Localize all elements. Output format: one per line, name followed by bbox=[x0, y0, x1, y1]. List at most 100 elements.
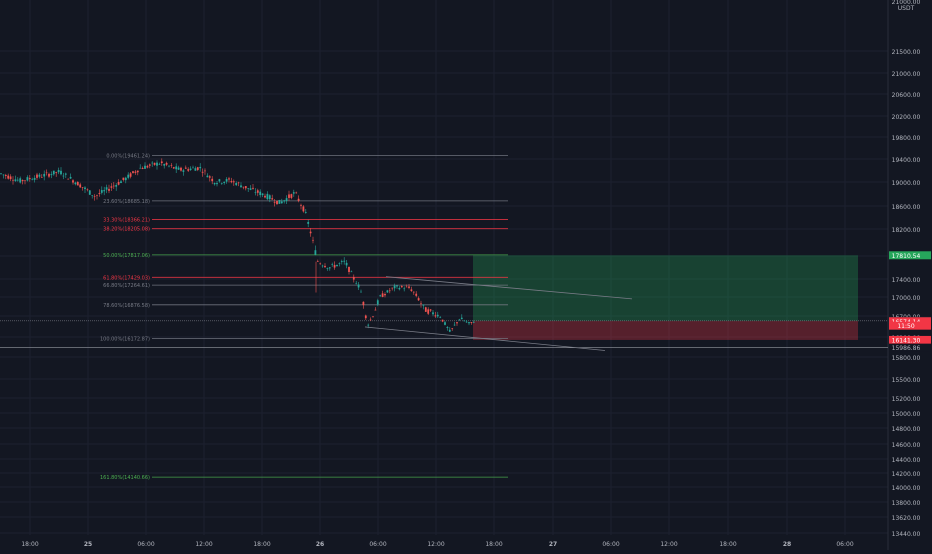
candle-body bbox=[288, 194, 290, 198]
price-axis-label: 17000.00 bbox=[892, 295, 921, 302]
candle-body bbox=[259, 191, 262, 196]
time-axis-label: 18:00 bbox=[21, 541, 38, 548]
candle-body bbox=[470, 322, 473, 323]
candle-body bbox=[374, 309, 377, 311]
candle-body bbox=[242, 186, 245, 188]
candle-body bbox=[276, 200, 278, 205]
time-axis-label: 06:00 bbox=[137, 541, 154, 548]
candle-body bbox=[297, 198, 300, 201]
price-axis-label: 19000.00 bbox=[892, 180, 921, 187]
candle-body bbox=[292, 192, 295, 194]
trendline-lower[interactable] bbox=[364, 326, 606, 351]
fib-level-label: 161.80%(14140.66) bbox=[100, 475, 150, 481]
price-axis-label: 20600.00 bbox=[892, 92, 921, 99]
candle-body bbox=[453, 324, 456, 326]
candle-body bbox=[84, 187, 86, 190]
candle-body bbox=[456, 322, 458, 324]
candle-body bbox=[256, 190, 259, 193]
candle-body bbox=[33, 177, 36, 180]
candle-body bbox=[247, 188, 250, 189]
price-axis-label: 15200.00 bbox=[892, 396, 921, 403]
candle-body bbox=[314, 250, 317, 255]
stop-loss-zone[interactable] bbox=[473, 320, 858, 340]
candle-body bbox=[400, 286, 403, 288]
candle-body bbox=[266, 193, 269, 200]
candle-body bbox=[115, 184, 118, 187]
candle-body bbox=[108, 188, 110, 191]
time-axis-label: 18:00 bbox=[485, 541, 502, 548]
candle-body bbox=[9, 176, 12, 180]
candle-body bbox=[175, 166, 178, 170]
candle-body bbox=[127, 174, 130, 178]
candle-body bbox=[19, 178, 22, 183]
candle-body bbox=[278, 199, 281, 204]
candle-body bbox=[415, 293, 418, 296]
trendline-upper[interactable] bbox=[385, 276, 633, 300]
candle-body bbox=[249, 188, 252, 190]
candle-body bbox=[420, 302, 422, 304]
candle-body bbox=[422, 304, 425, 306]
candle-body bbox=[146, 166, 149, 168]
candle-body bbox=[96, 195, 98, 196]
price-tag-label: 17810.54 bbox=[892, 253, 921, 260]
candle-body bbox=[182, 170, 185, 172]
price-axis-label: 15800.00 bbox=[892, 355, 921, 362]
candle-body bbox=[213, 182, 216, 185]
candle-body bbox=[427, 309, 430, 314]
candle-body bbox=[201, 171, 204, 173]
candle-body bbox=[386, 290, 389, 293]
candle-body bbox=[122, 177, 125, 180]
fib-level-label: 100.00%(16172.87) bbox=[100, 336, 150, 342]
price-tag-countdown bbox=[889, 321, 931, 330]
candle-body bbox=[12, 179, 14, 181]
candle-body bbox=[331, 264, 334, 265]
candle-body bbox=[31, 179, 34, 181]
candle-body bbox=[388, 290, 391, 292]
candle-body bbox=[93, 196, 96, 198]
candle-body bbox=[465, 321, 468, 323]
candle-body bbox=[379, 295, 382, 297]
candle-body bbox=[48, 173, 50, 177]
take-profit-zone[interactable] bbox=[473, 255, 858, 321]
candle-body bbox=[67, 178, 70, 180]
price-axis-label: 17400.00 bbox=[892, 277, 921, 284]
candle-body bbox=[302, 206, 305, 212]
candle-body bbox=[336, 264, 338, 267]
candle-body bbox=[180, 167, 182, 171]
candle-body bbox=[235, 183, 238, 186]
candle-body bbox=[4, 175, 7, 177]
candle-body bbox=[446, 326, 449, 328]
candle-body bbox=[136, 170, 139, 173]
time-axis-label: 06:00 bbox=[602, 541, 619, 548]
candle-body bbox=[144, 165, 146, 169]
candle-body bbox=[319, 263, 322, 265]
candle-body bbox=[40, 177, 43, 178]
candle-body bbox=[76, 181, 79, 186]
candle-body bbox=[417, 298, 420, 301]
candle-body bbox=[230, 181, 233, 183]
candle-body bbox=[384, 294, 386, 296]
price-axis-label: 14200.00 bbox=[892, 471, 921, 478]
candle-body bbox=[120, 181, 122, 184]
candle-body bbox=[350, 271, 353, 273]
candle-body bbox=[376, 300, 379, 305]
candle-body bbox=[170, 165, 173, 166]
candle-body bbox=[360, 291, 362, 293]
candle-body bbox=[129, 173, 132, 177]
candle-body bbox=[199, 166, 202, 169]
price-axis-label: 19400.00 bbox=[892, 157, 921, 164]
candle-body bbox=[372, 316, 374, 318]
candle-body bbox=[285, 198, 288, 202]
candle-body bbox=[391, 287, 394, 289]
price-axis-label: 21500.00 bbox=[892, 49, 921, 56]
candle-body bbox=[52, 170, 55, 175]
candle-body bbox=[441, 319, 444, 322]
time-axis-label: 06:00 bbox=[836, 541, 853, 548]
candle-body bbox=[472, 322, 475, 323]
candle-body bbox=[86, 189, 89, 191]
candle-body bbox=[403, 288, 406, 290]
candle-body bbox=[468, 322, 470, 324]
candle-body bbox=[405, 286, 408, 288]
